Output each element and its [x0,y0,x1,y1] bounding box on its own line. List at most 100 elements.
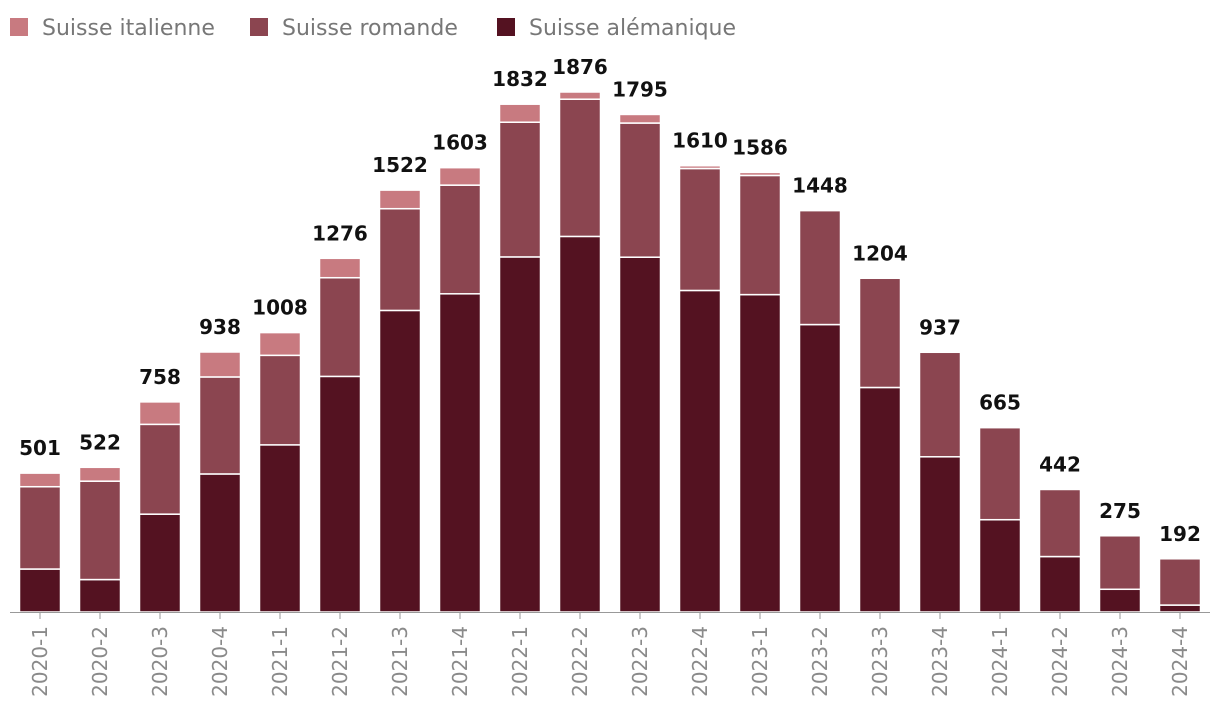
bar-segment [1038,488,1082,558]
bar-stack [198,351,242,613]
bar-segment [558,91,602,100]
x-axis-ticks: 2020-1 2020-2 2020-3 2020-4 2021-1 2021-2 2021… [28,612,1192,697]
x-tick-label: 2020-2 [88,626,112,697]
bar-stack [858,277,902,613]
legend: Suisse italienne Suisse romande Suisse alé… [10,16,736,41]
x-tick-label: 2023-1 [748,626,772,697]
bar-segment [318,257,362,279]
bar-segment [438,184,482,295]
bar-stack [438,166,482,613]
total-label: 758 [139,365,181,389]
bar-segment [978,518,1022,613]
bar-segment [18,485,62,570]
bar-segment [738,174,782,296]
bar-segment [378,189,422,210]
bar-segment [1158,604,1202,613]
bar-segment [978,426,1022,521]
bar-stack [1158,558,1202,613]
total-label: 501 [19,436,61,460]
bar-segment [618,113,662,124]
total-label: 1586 [732,135,788,159]
x-tick-label: 2020-1 [28,626,52,697]
x-tick-label: 2022-2 [568,626,592,697]
bar-segment [918,351,962,458]
bar-segment [738,171,782,177]
total-label: 1522 [372,153,428,177]
bar-segment [618,256,662,613]
x-tick-label: 2023-3 [868,626,892,697]
total-label: 522 [79,430,121,454]
x-tick-label: 2020-4 [208,626,232,697]
x-tick-label: 2024-3 [1108,626,1132,697]
legend-swatch [250,18,268,36]
total-label: 665 [979,391,1021,415]
total-label: 1795 [612,78,668,102]
x-tick-label: 2021-2 [328,626,352,697]
bar-segment [1038,555,1082,613]
bar-segment [1158,558,1202,606]
total-label: 1448 [792,174,848,198]
x-tick-label: 2022-3 [628,626,652,697]
total-label: 1876 [552,55,608,79]
bar-segment [558,235,602,613]
bar-segment [918,456,962,613]
bar-segment [378,207,422,312]
bar-stack [258,331,302,613]
bar-segment [678,289,722,613]
bar-segment [498,256,542,613]
legend-swatch [10,18,28,36]
bar-stack [798,209,842,613]
legend-item: Suisse italienne [10,16,215,41]
legend-label: Suisse italienne [42,16,215,41]
bar-segment [678,167,722,292]
x-tick-label: 2022-1 [508,626,532,697]
legend-label: Suisse alémanique [529,16,736,41]
bar-segment [318,276,362,378]
bar-segment [198,473,242,613]
bar-segment [198,376,242,475]
bar-segment [18,472,62,488]
total-label: 1204 [852,241,908,265]
total-label: 1008 [252,296,308,320]
total-label: 937 [919,315,961,339]
bar-segment [678,164,722,170]
total-label: 1610 [672,129,728,153]
x-tick-label: 2021-3 [388,626,412,697]
bar-segment [798,323,842,613]
x-tick-label: 2022-4 [688,626,712,697]
bar-segment [18,568,62,613]
total-label: 1832 [492,67,548,91]
x-tick-label: 2021-1 [268,626,292,697]
bar-segment [438,293,482,613]
total-label: 275 [1099,499,1141,523]
x-tick-label: 2024-1 [988,626,1012,697]
x-tick-label: 2020-3 [148,626,172,697]
bar-segment [258,354,302,446]
x-tick-label: 2021-4 [448,626,472,697]
bar-stack [318,257,362,613]
bar-stack [918,351,962,613]
bar-stack [78,466,122,613]
bar-segment [258,444,302,613]
bar-segment [498,121,542,258]
bar-stack [1038,488,1082,613]
bar-stack [498,103,542,613]
bar-segment [738,293,782,613]
bar-segment [198,351,242,378]
bar-stack [378,189,422,613]
total-label: 1603 [432,131,488,155]
bar-segment [1098,535,1142,591]
bar-segment [78,480,122,581]
bar-segment [498,103,542,123]
bar-segment [378,309,422,613]
bar-segment [618,122,662,258]
bar-stack [18,472,62,613]
bar-segment [798,209,842,326]
bar-segment [138,401,182,426]
bar-segment [558,98,602,238]
bar-segment [258,331,302,357]
bar-stack [738,171,782,613]
bars [18,91,1202,613]
